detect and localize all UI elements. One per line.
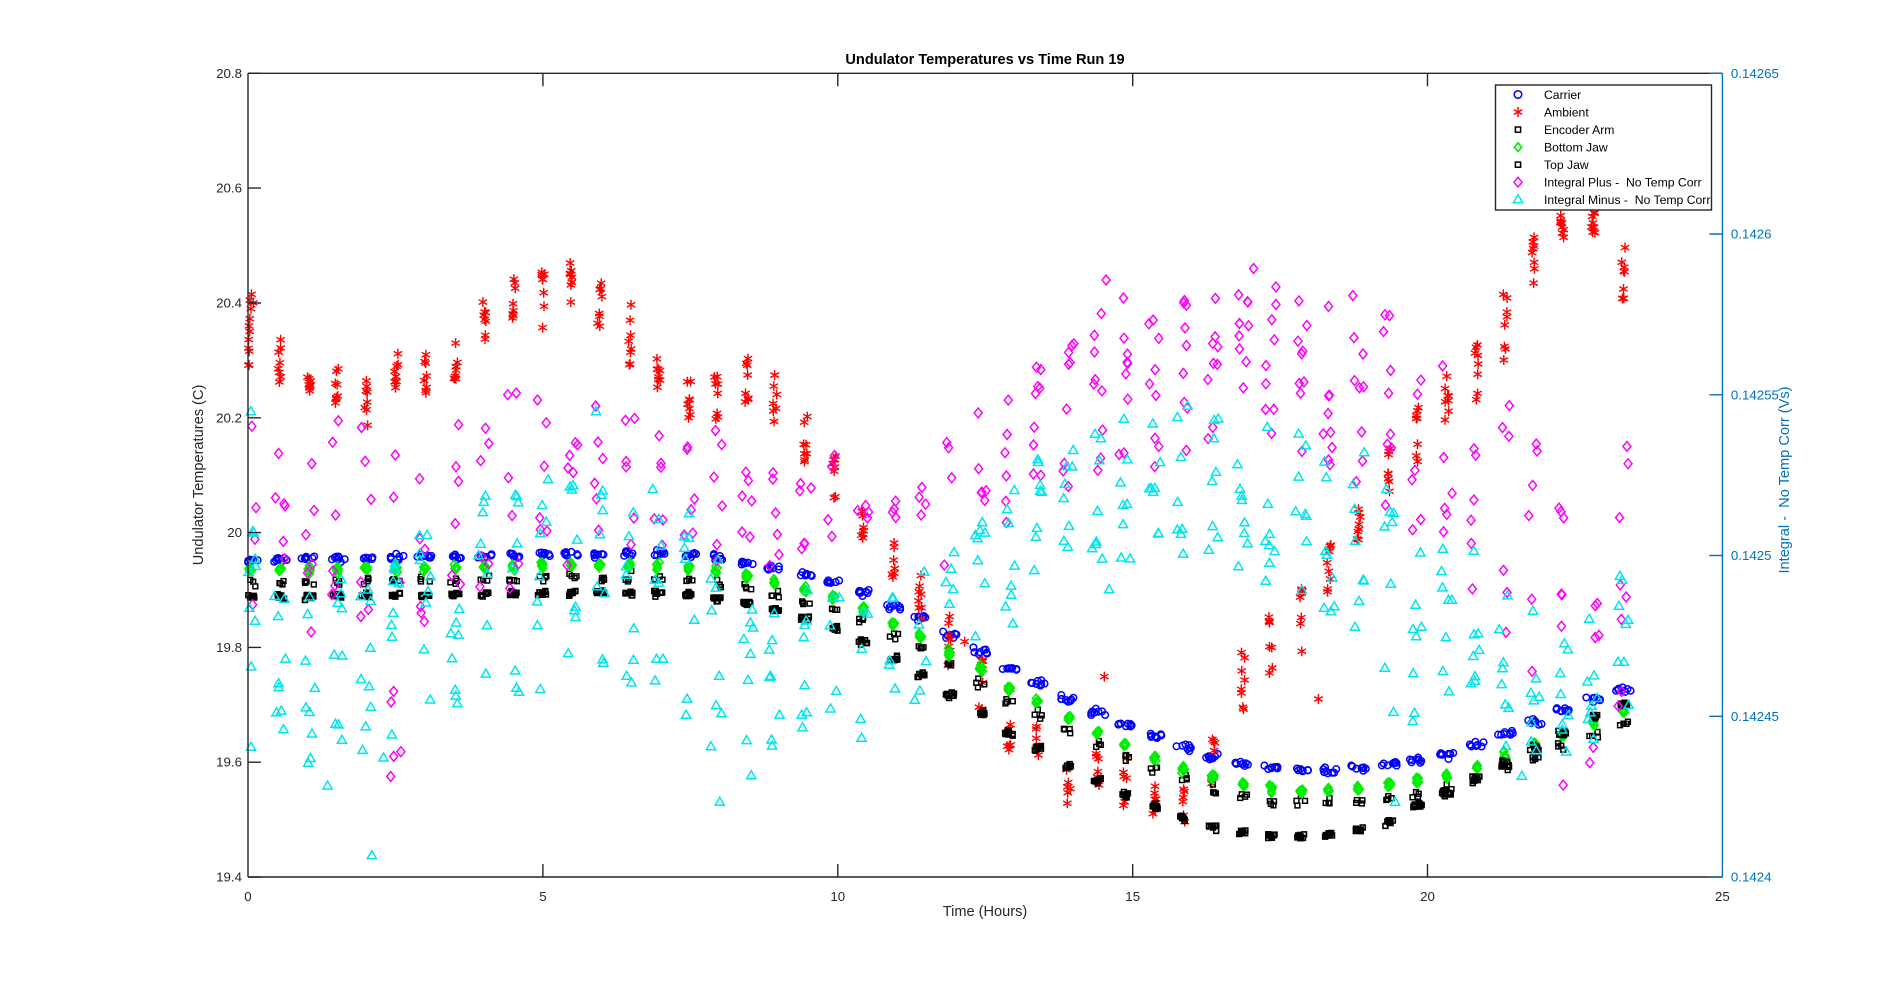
svg-text:0: 0 bbox=[244, 889, 251, 904]
svg-text:Ambient: Ambient bbox=[1544, 105, 1589, 119]
svg-text:Integral Minus - No Temp Corr: Integral Minus - No Temp Corr bbox=[1544, 193, 1710, 207]
svg-text:0.1426: 0.1426 bbox=[1731, 227, 1772, 242]
svg-text:20.4: 20.4 bbox=[216, 296, 242, 311]
svg-text:19.8: 19.8 bbox=[216, 640, 242, 655]
svg-text:20.8: 20.8 bbox=[216, 66, 242, 81]
svg-text:0.1425: 0.1425 bbox=[1731, 548, 1772, 563]
svg-text:Undulator Temperatures vs Time: Undulator Temperatures vs Time Run 19 bbox=[845, 52, 1124, 68]
svg-text:0.14245: 0.14245 bbox=[1731, 709, 1779, 724]
svg-text:Encoder Arm: Encoder Arm bbox=[1544, 123, 1614, 137]
svg-text:19.4: 19.4 bbox=[216, 870, 242, 885]
svg-text:20.2: 20.2 bbox=[216, 410, 242, 425]
svg-text:Top Jaw: Top Jaw bbox=[1544, 158, 1589, 172]
svg-text:Time (Hours): Time (Hours) bbox=[943, 904, 1028, 920]
svg-text:0.1424: 0.1424 bbox=[1731, 870, 1772, 885]
svg-text:5: 5 bbox=[539, 889, 546, 904]
svg-text:20: 20 bbox=[1420, 889, 1435, 904]
svg-text:Integral - No Temp Corr (Vs): Integral - No Temp Corr (Vs) bbox=[1777, 386, 1793, 573]
svg-text:Carrier: Carrier bbox=[1544, 88, 1581, 102]
svg-text:0.14255: 0.14255 bbox=[1731, 387, 1779, 402]
svg-text:Integral Plus - No Temp Corr: Integral Plus - No Temp Corr bbox=[1544, 176, 1702, 190]
svg-text:0.14265: 0.14265 bbox=[1731, 66, 1779, 81]
svg-text:19.6: 19.6 bbox=[216, 755, 242, 770]
svg-text:20: 20 bbox=[227, 525, 242, 540]
svg-text:20.6: 20.6 bbox=[216, 181, 242, 196]
svg-text:25: 25 bbox=[1715, 889, 1730, 904]
svg-text:Bottom Jaw: Bottom Jaw bbox=[1544, 141, 1608, 155]
svg-text:Undulator Temperatures (C): Undulator Temperatures (C) bbox=[191, 385, 207, 566]
svg-text:15: 15 bbox=[1125, 889, 1140, 904]
svg-text:10: 10 bbox=[830, 889, 845, 904]
